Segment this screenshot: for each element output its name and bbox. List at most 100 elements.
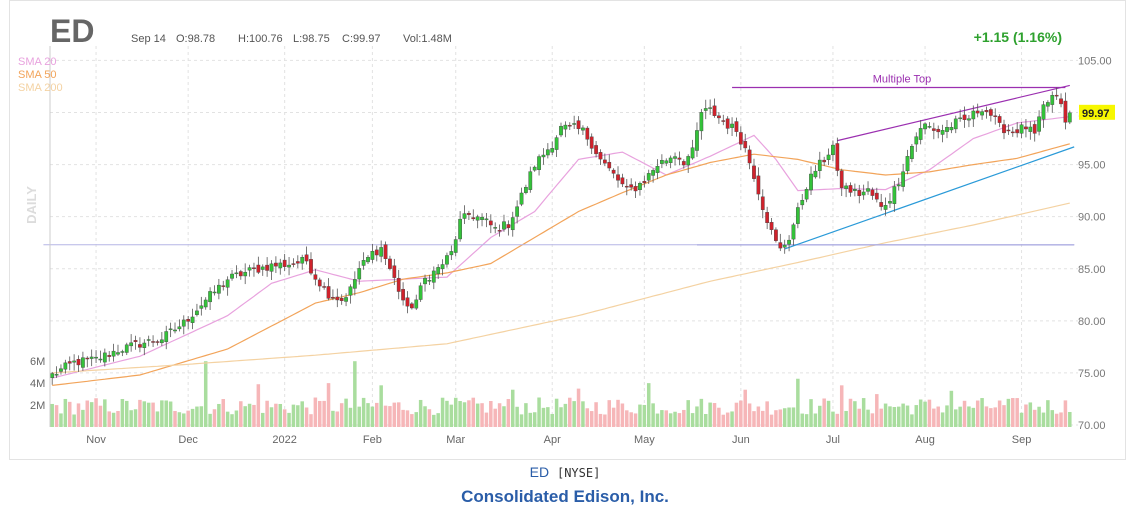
candle-body — [217, 284, 221, 294]
footer-company-name[interactable]: Consolidated Edison, Inc. — [461, 487, 669, 506]
volume-bar — [989, 408, 993, 427]
volume-bar — [111, 412, 116, 427]
volume-bar — [94, 398, 98, 427]
candle-body — [967, 118, 971, 121]
candle-body — [686, 156, 691, 166]
candle-body — [1037, 116, 1041, 132]
volume-bar — [256, 384, 261, 427]
candle-body — [980, 111, 984, 116]
candle-body — [541, 154, 546, 158]
candle-body — [458, 218, 462, 240]
volume-bar — [247, 403, 252, 427]
candle-body — [883, 205, 888, 210]
volume-bar — [252, 404, 256, 427]
candle-body — [423, 277, 427, 285]
volume-bar — [554, 398, 559, 427]
volume-bar — [923, 401, 927, 427]
candle-body — [734, 121, 739, 132]
candle-body — [94, 356, 98, 359]
candle-body — [493, 227, 498, 229]
volume-bar — [611, 407, 616, 427]
candle-body — [269, 263, 274, 272]
x-tick-label: May — [634, 434, 655, 446]
volume-bar — [743, 389, 747, 427]
volume-bar — [537, 397, 541, 427]
candle-body — [322, 286, 327, 288]
x-tick-label: Apr — [544, 434, 561, 446]
volume-bar — [875, 394, 879, 427]
candle-body — [396, 277, 401, 292]
volume-bar — [1011, 398, 1015, 427]
candle-body — [774, 229, 778, 241]
volume-bar — [949, 390, 954, 427]
volume-bar — [203, 361, 208, 427]
candle-body — [107, 355, 112, 357]
volume-bar — [576, 388, 581, 427]
volume-bar — [449, 404, 454, 427]
y-tick-label: 75.00 — [1078, 368, 1106, 380]
volume-bar — [300, 401, 304, 427]
volume-bar — [883, 403, 888, 427]
candle-body — [945, 127, 949, 132]
candle-body — [383, 244, 388, 260]
volume-bar — [497, 403, 502, 427]
volume-bar — [655, 413, 660, 427]
candle-body — [795, 207, 800, 224]
volume-bar — [138, 399, 142, 427]
volume-bar — [730, 411, 734, 427]
candle-body — [124, 344, 129, 353]
sma-line-sma20 — [52, 116, 1070, 379]
candle-body — [563, 124, 568, 130]
candle-body — [993, 115, 998, 117]
candle-body — [537, 156, 541, 170]
candle-body — [190, 316, 195, 323]
footer-symbol[interactable]: ED — [529, 464, 550, 480]
candle-body — [304, 254, 309, 262]
candle-body — [379, 247, 384, 257]
candle-body — [646, 173, 651, 181]
candle-body — [769, 222, 774, 230]
candle-body — [405, 297, 410, 307]
volume-bar — [67, 401, 72, 427]
volume-bar — [954, 409, 958, 427]
candle-body — [309, 259, 313, 274]
trendline-rising-bottom — [784, 146, 1075, 250]
volume-bar — [225, 411, 230, 427]
candle-body — [317, 279, 322, 287]
candle-body — [901, 171, 905, 187]
candle-body — [361, 260, 366, 266]
volume-bar — [918, 399, 923, 427]
candle-body — [782, 244, 787, 248]
volume-bar — [625, 410, 629, 427]
candle-body — [326, 286, 331, 299]
volume-bar — [414, 412, 419, 427]
volume-bar — [646, 383, 651, 427]
volume-bar — [660, 410, 664, 427]
candle-body — [410, 303, 414, 309]
volume-bar — [515, 406, 519, 427]
volume-bar — [199, 406, 204, 427]
volume-bar — [212, 409, 217, 427]
candle-body — [453, 239, 458, 253]
candle-body — [159, 339, 164, 344]
ticker-title: ED — [50, 13, 94, 49]
volume-bar — [524, 403, 528, 427]
candle-body — [168, 328, 173, 331]
volume-bar — [348, 407, 353, 427]
candle-body — [129, 342, 134, 347]
volume-bar — [309, 414, 313, 427]
volume-bar — [958, 406, 962, 427]
candle-body — [677, 157, 682, 160]
candle-body — [760, 196, 765, 210]
volume-bar — [550, 413, 554, 427]
volume-bar — [1028, 402, 1033, 427]
candle-body — [414, 299, 419, 309]
volume-bar — [282, 409, 287, 427]
volume-bar — [462, 402, 467, 427]
watermark-layer: DAILY — [24, 186, 39, 224]
candle-body — [958, 117, 963, 120]
candle-body — [67, 361, 72, 364]
volume-bar — [370, 406, 375, 427]
volume-bar — [423, 406, 427, 427]
candle-body — [164, 331, 169, 342]
